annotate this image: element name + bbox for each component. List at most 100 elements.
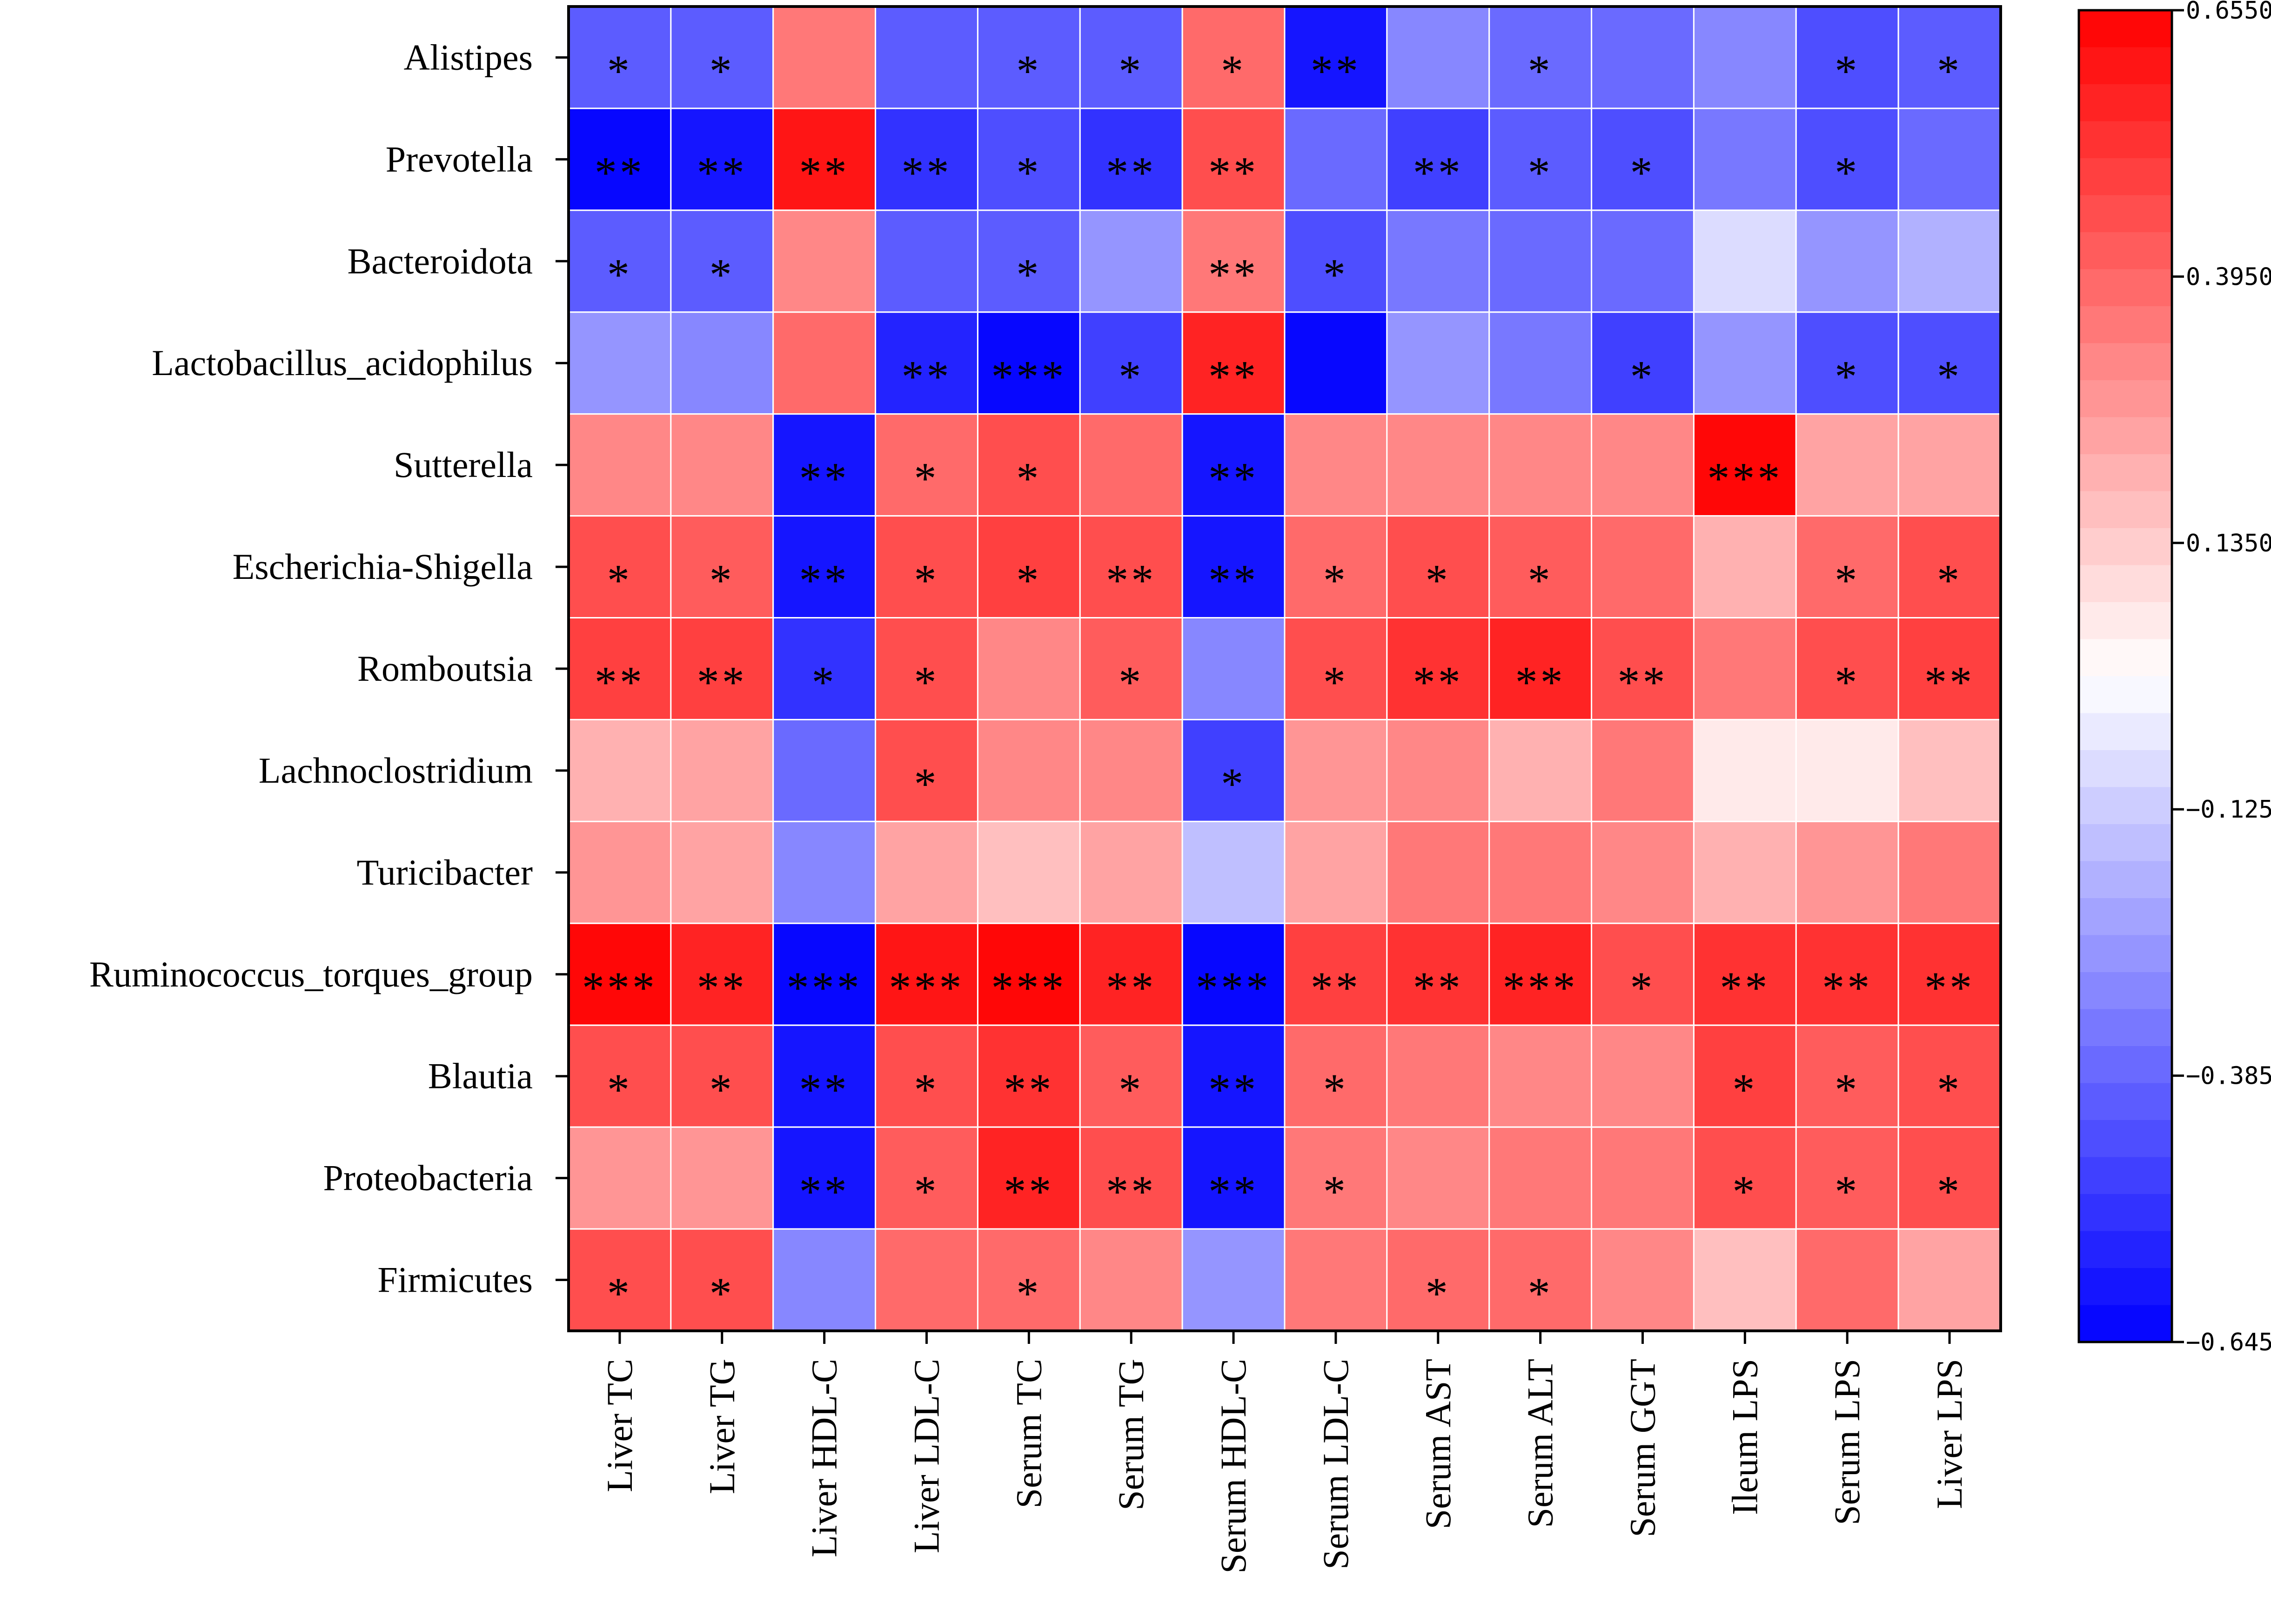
significance-marker: ** <box>1311 963 1361 1013</box>
heatmap-cell <box>1897 617 2002 720</box>
significance-marker: * <box>914 453 939 503</box>
heatmap-cell <box>1181 922 1286 1026</box>
significance-marker: ** <box>1208 352 1259 402</box>
heatmap-cell <box>1079 515 1183 619</box>
heatmap-cell <box>1079 820 1183 924</box>
significance-marker: * <box>914 1167 939 1216</box>
heatmap-cell <box>1079 1126 1183 1230</box>
heatmap-cell <box>1897 209 2002 313</box>
colorbar-segment <box>2079 861 2172 899</box>
heatmap-cell <box>1079 107 1183 211</box>
significance-marker: * <box>914 1065 939 1114</box>
colorbar-tick-label: 0.6550 <box>2186 0 2271 25</box>
colorbar-segment <box>2079 1231 2172 1268</box>
heatmap-cell <box>977 107 1081 211</box>
heatmap-cell <box>568 718 672 822</box>
significance-marker: * <box>1528 555 1553 605</box>
colorbar-segment <box>2079 158 2172 196</box>
significance-marker: * <box>1732 1167 1757 1216</box>
heatmap-cell <box>1591 515 1695 619</box>
significance-marker: ** <box>1106 148 1156 198</box>
significance-marker: *** <box>1503 963 1578 1013</box>
significance-marker: ** <box>1208 148 1259 198</box>
heatmap-cell <box>1386 311 1490 415</box>
row-label: Lachnoclostridium <box>259 750 533 791</box>
significance-marker: * <box>1835 1167 1860 1216</box>
significance-marker: * <box>607 555 632 605</box>
significance-marker: ** <box>1413 148 1463 198</box>
heatmap-cell <box>568 311 672 415</box>
significance-marker: *** <box>991 963 1066 1013</box>
colorbar-tick-label: 0.3950 <box>2186 263 2271 291</box>
heatmap-cell <box>875 209 978 313</box>
significance-marker: ** <box>1004 1065 1054 1114</box>
heatmap-cell <box>1284 718 1388 822</box>
heatmap-cell <box>875 107 978 211</box>
heatmap-cell <box>1181 1228 1286 1332</box>
significance-marker: ** <box>1413 963 1463 1013</box>
colorbar-segment <box>2079 269 2172 307</box>
heatmap-cell <box>1079 413 1183 517</box>
heatmap-cell <box>1591 617 1695 720</box>
heatmap-cell <box>1795 413 1899 517</box>
heatmap-cell <box>1079 209 1183 313</box>
colorbar-segment <box>2079 1083 2172 1121</box>
significance-marker: *** <box>787 963 862 1013</box>
heatmap-cell <box>568 820 672 924</box>
column-label: Serum TC <box>1008 1359 1049 1508</box>
colorbar-segment <box>2079 10 2172 48</box>
heatmap-cell <box>1181 413 1286 517</box>
heatmap-cell <box>1284 413 1388 517</box>
heatmap-cell <box>1795 1024 1899 1128</box>
heatmap-cell <box>670 922 774 1026</box>
heatmap-cell <box>568 107 672 211</box>
heatmap-cell <box>772 820 877 924</box>
significance-marker: * <box>710 46 735 96</box>
heatmap-cell <box>1284 515 1388 619</box>
colorbar-segment <box>2079 750 2172 788</box>
heatmap-cell <box>772 1228 877 1332</box>
colorbar-segment <box>2079 713 2172 751</box>
heatmap-cell <box>1693 1024 1797 1128</box>
heatmap-cell <box>875 1126 978 1230</box>
column-label: Serum HDL-C <box>1213 1359 1253 1573</box>
heatmap-cell <box>1897 107 2002 211</box>
significance-marker: * <box>607 1268 632 1318</box>
significance-marker: ** <box>1106 555 1156 605</box>
row-label: Prevotella <box>386 139 533 179</box>
significance-marker: * <box>1323 1167 1348 1216</box>
significance-marker: * <box>710 1065 735 1114</box>
colorbar-segment <box>2079 787 2172 825</box>
column-label: Liver LDL-C <box>906 1359 947 1553</box>
significance-marker: ** <box>595 657 645 707</box>
significance-marker: *** <box>991 352 1066 402</box>
heatmap-cell <box>568 1126 672 1230</box>
colorbar-segment <box>2079 232 2172 270</box>
column-label: Serum AST <box>1418 1359 1458 1529</box>
colorbar-segment <box>2079 454 2172 492</box>
colorbar-segment <box>2079 1157 2172 1195</box>
heatmap-cell <box>1795 1228 1899 1332</box>
heatmap-cell <box>1897 922 2002 1026</box>
significance-marker: * <box>710 1268 735 1318</box>
significance-marker: ** <box>1106 1167 1156 1216</box>
significance-markers: * * * * * ** * * *** ** ** ** * ** ** ** * * ** * * ** *** *** *… <box>582 46 1972 1318</box>
significance-marker: * <box>1221 46 1246 96</box>
heatmap-cell <box>1693 617 1797 720</box>
significance-marker: * <box>710 555 735 605</box>
row-label: Alistipes <box>404 37 533 77</box>
heatmap-cell <box>1386 820 1490 924</box>
significance-marker: * <box>1016 250 1041 300</box>
significance-marker: * <box>1323 555 1348 605</box>
significance-marker: *** <box>889 963 965 1013</box>
heatmap-cell <box>1795 718 1899 822</box>
heatmap-cell <box>1693 515 1797 619</box>
column-label: Serum TG <box>1111 1359 1151 1510</box>
colorbar-tick-label: −0.3850 <box>2186 1062 2271 1090</box>
significance-marker: *** <box>1196 963 1271 1013</box>
heatmap-cell <box>1591 1126 1695 1230</box>
row-label: Sutterella <box>394 444 533 485</box>
heatmap-cell <box>977 209 1081 313</box>
heatmap-cell <box>670 718 774 822</box>
significance-marker: ** <box>1311 46 1361 96</box>
